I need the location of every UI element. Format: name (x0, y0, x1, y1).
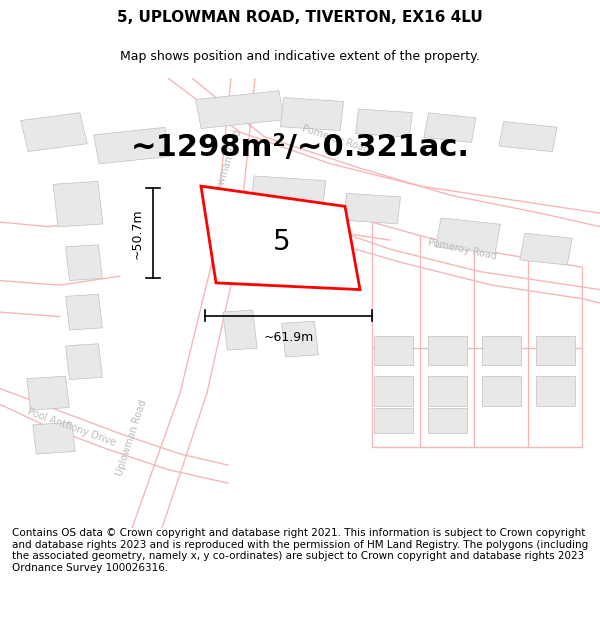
Polygon shape (223, 310, 257, 350)
Polygon shape (250, 176, 326, 214)
Polygon shape (536, 336, 575, 365)
Polygon shape (243, 202, 285, 229)
Polygon shape (21, 112, 87, 151)
Text: 5, UPLOWMAN ROAD, TIVERTON, EX16 4LU: 5, UPLOWMAN ROAD, TIVERTON, EX16 4LU (117, 9, 483, 24)
Polygon shape (53, 181, 103, 227)
Polygon shape (27, 376, 69, 410)
Text: 5: 5 (273, 228, 291, 256)
Text: Uplowman Road: Uplowman Road (210, 129, 244, 208)
Polygon shape (356, 109, 412, 138)
Polygon shape (520, 233, 572, 265)
Polygon shape (281, 321, 319, 357)
Text: Pomeroy Road: Pomeroy Road (301, 123, 371, 154)
Polygon shape (374, 376, 413, 406)
Polygon shape (196, 91, 284, 129)
Polygon shape (427, 336, 467, 365)
Polygon shape (374, 336, 413, 365)
Polygon shape (65, 344, 103, 379)
Polygon shape (280, 98, 344, 131)
Polygon shape (201, 186, 360, 289)
Polygon shape (344, 193, 400, 224)
Polygon shape (482, 376, 521, 406)
Polygon shape (436, 218, 500, 253)
Polygon shape (65, 245, 103, 281)
Polygon shape (374, 408, 413, 432)
Text: Contains OS data © Crown copyright and database right 2021. This information is : Contains OS data © Crown copyright and d… (12, 528, 588, 573)
Text: Uplowman Road: Uplowman Road (115, 399, 149, 478)
Text: ~50.7m: ~50.7m (131, 208, 144, 259)
Text: Pool Anthony Drive: Pool Anthony Drive (26, 406, 118, 447)
Text: ~1298m²/~0.321ac.: ~1298m²/~0.321ac. (131, 133, 470, 162)
Polygon shape (499, 121, 557, 152)
Polygon shape (65, 294, 103, 330)
Polygon shape (427, 376, 467, 406)
Polygon shape (424, 113, 476, 142)
Polygon shape (33, 422, 75, 454)
Polygon shape (536, 376, 575, 406)
Polygon shape (427, 408, 467, 432)
Text: Map shows position and indicative extent of the property.: Map shows position and indicative extent… (120, 50, 480, 62)
Text: Pomeroy Road: Pomeroy Road (427, 237, 497, 261)
Polygon shape (94, 127, 170, 164)
Text: ~61.9m: ~61.9m (263, 331, 314, 344)
Polygon shape (482, 336, 521, 365)
